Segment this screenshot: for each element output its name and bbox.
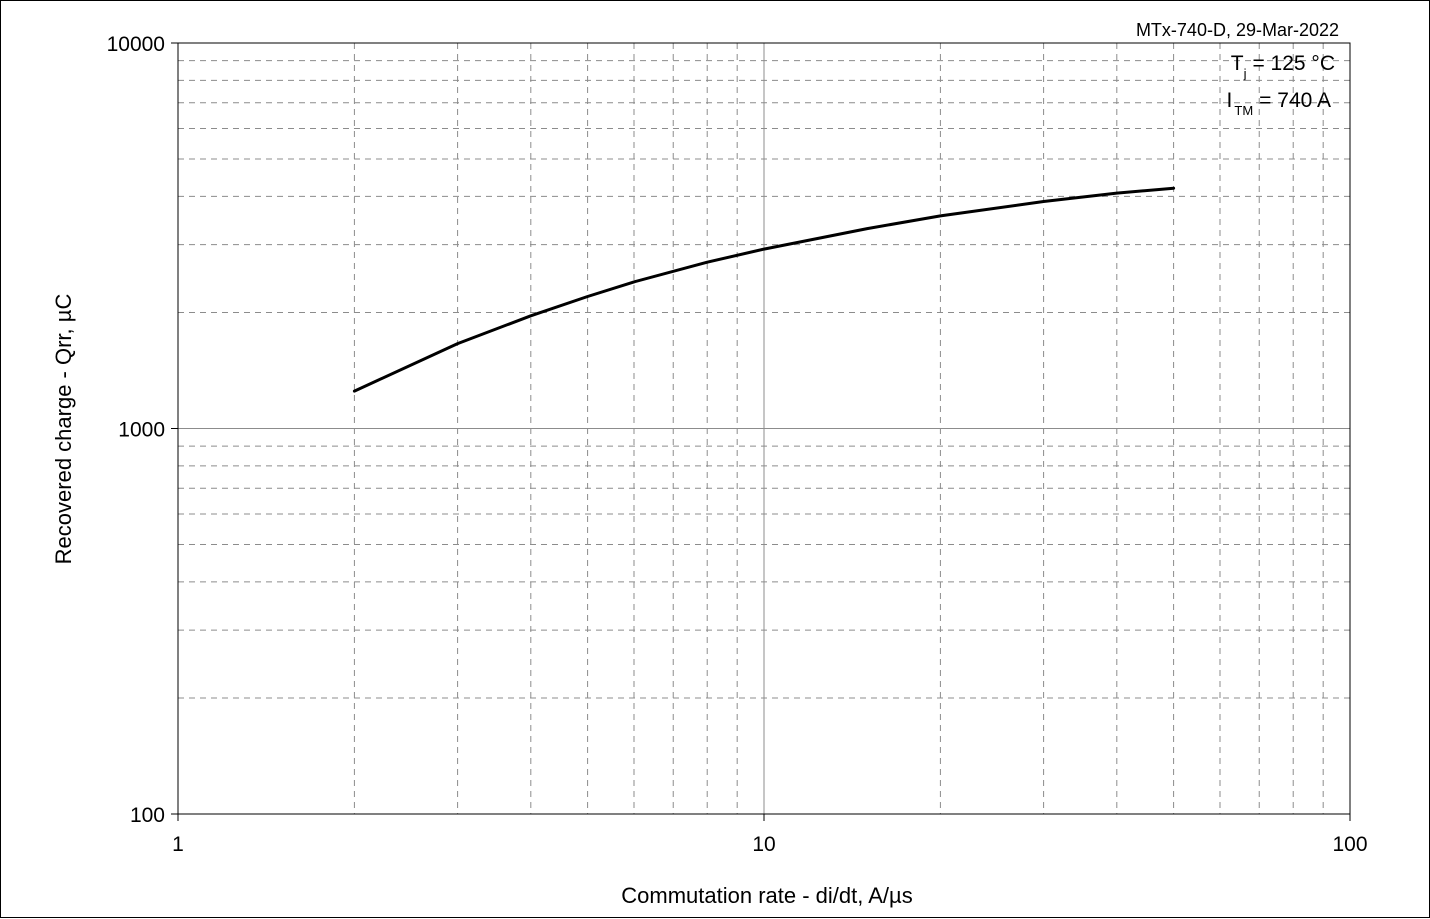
axis-ticks xyxy=(171,42,1351,821)
y-tick-label: 100 xyxy=(130,804,165,827)
x-tick-label: 1 xyxy=(172,833,184,856)
x-tick-label: 10 xyxy=(752,833,775,856)
major-grid xyxy=(177,42,1351,815)
x-axis-label: Commutation rate - di/dt, A/µs xyxy=(621,883,912,908)
condition-itm-value: = 740 A xyxy=(1259,89,1331,112)
condition-tj-subscript: j xyxy=(1243,66,1247,81)
condition-tj-value: = 125 °C xyxy=(1252,52,1335,75)
condition-itm-subscript: TM xyxy=(1234,103,1253,118)
qrr-curve xyxy=(352,186,1176,393)
condition-itm: I TM = 740 A xyxy=(1227,89,1331,118)
y-tick-label: 10000 xyxy=(107,33,165,56)
source-note: MTx-740-D, 29-Mar-2022 xyxy=(1136,20,1339,40)
condition-tj-symbol: T xyxy=(1231,52,1244,75)
y-tick-labels: 100 1000 10000 xyxy=(107,33,165,827)
y-tick-label: 1000 xyxy=(118,419,165,442)
condition-itm-symbol: I xyxy=(1227,89,1233,112)
condition-tj: Tj = 125 °C xyxy=(1231,52,1335,81)
series-group xyxy=(352,186,1176,393)
x-tick-labels: 1 10 100 xyxy=(172,833,1367,856)
x-tick-label: 100 xyxy=(1332,833,1367,856)
y-axis-label: Recovered charge - Qrr, µC xyxy=(51,294,76,565)
